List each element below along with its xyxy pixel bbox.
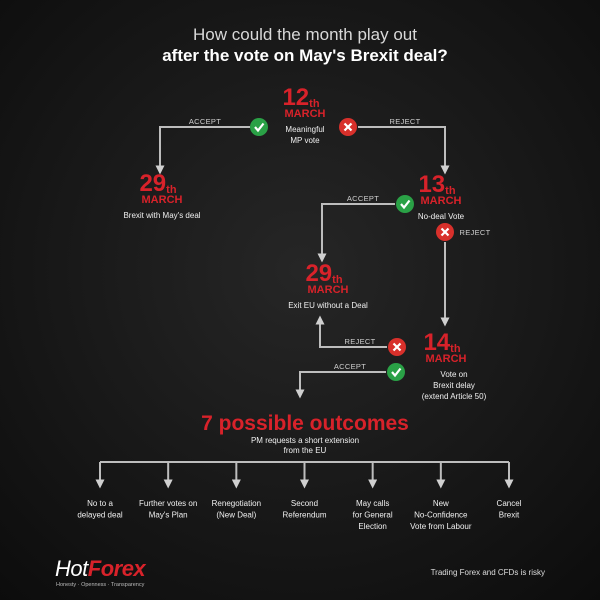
arrow: [315, 315, 387, 348]
outcome-label: No to a: [87, 499, 113, 508]
node-desc: (extend Article 50): [422, 392, 487, 401]
day-suffix: th: [166, 184, 177, 196]
outcome-label: delayed deal: [77, 511, 123, 520]
node-desc: Meaningful: [285, 125, 324, 134]
date-month: MARCH: [421, 195, 462, 207]
reject-icon: [388, 338, 406, 356]
outcome-label: Brexit: [499, 511, 520, 520]
outcome-label: for General: [353, 511, 393, 520]
disclaimer: Trading Forex and CFDs is risky: [431, 568, 545, 577]
day-number: 12: [282, 84, 309, 111]
day-number: 29: [305, 260, 332, 287]
date-day: 29th: [139, 170, 176, 197]
outcome-label: New: [433, 499, 449, 508]
edge-label: REJECT: [390, 117, 421, 126]
date-day: 14th: [423, 329, 460, 356]
arrow: [295, 371, 386, 399]
date-month: MARCH: [426, 353, 467, 365]
node-desc: Exit EU without a Deal: [288, 301, 368, 310]
reject-icon: [436, 223, 454, 241]
logo-part: Hot: [55, 556, 89, 581]
edge-label: REJECT: [345, 337, 376, 346]
day-number: 29: [139, 170, 166, 197]
arrow: [155, 126, 250, 175]
node-desc: Vote on: [440, 370, 467, 379]
edge-label: ACCEPT: [189, 117, 221, 126]
edge-label: ACCEPT: [347, 194, 379, 203]
outcome-label: Further votes on: [139, 499, 197, 508]
outcome-label: Renegotiation: [212, 499, 261, 508]
outcome-label: May's Plan: [149, 511, 188, 520]
date-day: 29th: [305, 260, 342, 287]
outcome-label: Vote from Labour: [410, 522, 472, 531]
arrow: [317, 203, 395, 263]
outcomes-subtitle: PM requests a short extension: [251, 436, 359, 445]
outcome-label: Election: [358, 522, 386, 531]
day-suffix: th: [309, 98, 320, 110]
edge-label: ACCEPT: [334, 362, 366, 371]
outcome-label: No-Confidence: [414, 511, 468, 520]
reject-icon: [339, 118, 357, 136]
accept-icon: [387, 363, 405, 381]
accept-icon: [250, 118, 268, 136]
title-line: How could the month play out: [193, 25, 417, 44]
node-desc: MP vote: [290, 136, 320, 145]
day-number: 14: [423, 329, 450, 356]
day-suffix: th: [332, 274, 343, 286]
logo: HotForex: [55, 556, 146, 581]
node-desc: Brexit with May's deal: [123, 211, 200, 220]
date-month: MARCH: [308, 284, 349, 296]
outcome-list: No to a delayed deal Further votes on May's…: [77, 462, 522, 531]
day-number: 13: [418, 171, 445, 198]
outcome-label: (New Deal): [216, 511, 256, 520]
day-suffix: th: [445, 185, 456, 197]
outcome-label: Second: [291, 499, 318, 508]
outcome-label: Referendum: [282, 511, 326, 520]
logo-tagline: Honesty · Openness · Transparency: [56, 582, 145, 588]
outcomes-subtitle: from the EU: [284, 446, 327, 455]
icons: [250, 118, 454, 381]
date-day: 12th: [282, 84, 319, 111]
outcomes-heading: 7 possible outcomes: [201, 412, 409, 435]
arrow: [358, 126, 450, 175]
title-line: after the vote on May's Brexit deal?: [162, 46, 448, 65]
outcome-label: May calls: [356, 499, 389, 508]
logo-part: Forex: [88, 556, 147, 581]
day-suffix: th: [450, 343, 461, 355]
accept-icon: [396, 195, 414, 213]
outcome-label: Cancel: [497, 499, 522, 508]
node-desc: No-deal Vote: [418, 212, 465, 221]
date-month: MARCH: [142, 194, 183, 206]
date-month: MARCH: [285, 108, 326, 120]
edge-label: REJECT: [460, 228, 491, 237]
node-desc: Brexit delay: [433, 381, 475, 390]
date-day: 13th: [418, 171, 455, 198]
